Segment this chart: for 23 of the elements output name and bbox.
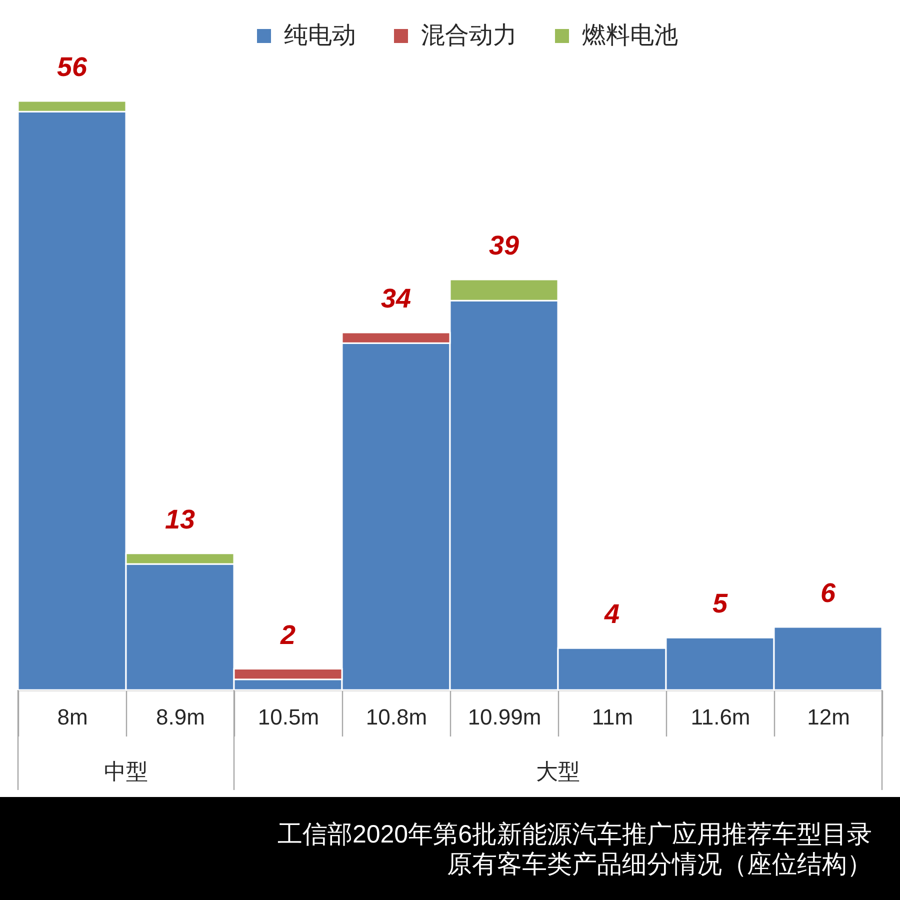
text: 工信部2020年第6批新能源汽车推广应用推荐车型目录 bbox=[277, 820, 872, 849]
annotation: 4 bbox=[603, 599, 620, 630]
annotation: 56 bbox=[56, 52, 88, 82]
x-tick-label: 10.99m bbox=[468, 704, 542, 730]
annotation: 6 bbox=[820, 578, 836, 608]
annotation: 2 bbox=[279, 620, 296, 650]
x-tick-label: 8.9m bbox=[156, 704, 205, 730]
legend-label: 混合动力 bbox=[421, 22, 517, 49]
annotation: 34 bbox=[380, 283, 412, 314]
text: 中型 bbox=[104, 759, 148, 784]
annotation: 39 bbox=[488, 230, 520, 260]
text: 大型 bbox=[536, 759, 580, 784]
x-tick-label: 11.6m bbox=[690, 704, 750, 730]
x-tick-label: 8m bbox=[57, 704, 88, 730]
x-tick-label: 10.8m bbox=[366, 704, 428, 730]
legend-label: 纯电动 bbox=[284, 22, 356, 49]
x-tick-label: 11m bbox=[592, 704, 634, 730]
x-tick-label: 12m bbox=[807, 704, 850, 730]
text: 原有客车类产品细分情况（座位结构） bbox=[447, 850, 872, 879]
legend-label: 燃料电池 bbox=[582, 22, 678, 49]
x-tick-label: 10.5m bbox=[258, 704, 320, 730]
annotation: 13 bbox=[164, 504, 196, 534]
annotation: 5 bbox=[712, 588, 728, 619]
